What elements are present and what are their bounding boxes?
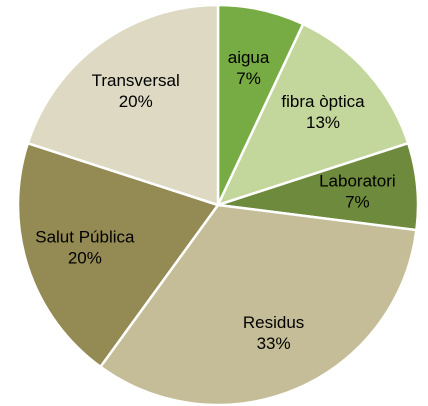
slice-label: aigua [228, 48, 270, 67]
slice-value: 7% [236, 69, 261, 88]
slice-label: Salut Pública [35, 228, 135, 247]
slice-label: Residus [243, 313, 304, 332]
slice-value: 33% [257, 334, 291, 353]
slice-value: 20% [68, 249, 102, 268]
slice-label: Transversal [92, 71, 180, 90]
pie-slice [26, 3, 220, 207]
slice-value: 7% [345, 192, 370, 211]
pie-slice [215, 22, 410, 208]
slice-label: fibra òptica [281, 92, 365, 111]
slice-value: 20% [119, 92, 153, 111]
pie-slice [98, 203, 418, 406]
slice-label: Laboratori [319, 171, 396, 190]
slice-value: 13% [306, 113, 340, 132]
pie-slice [16, 141, 221, 369]
